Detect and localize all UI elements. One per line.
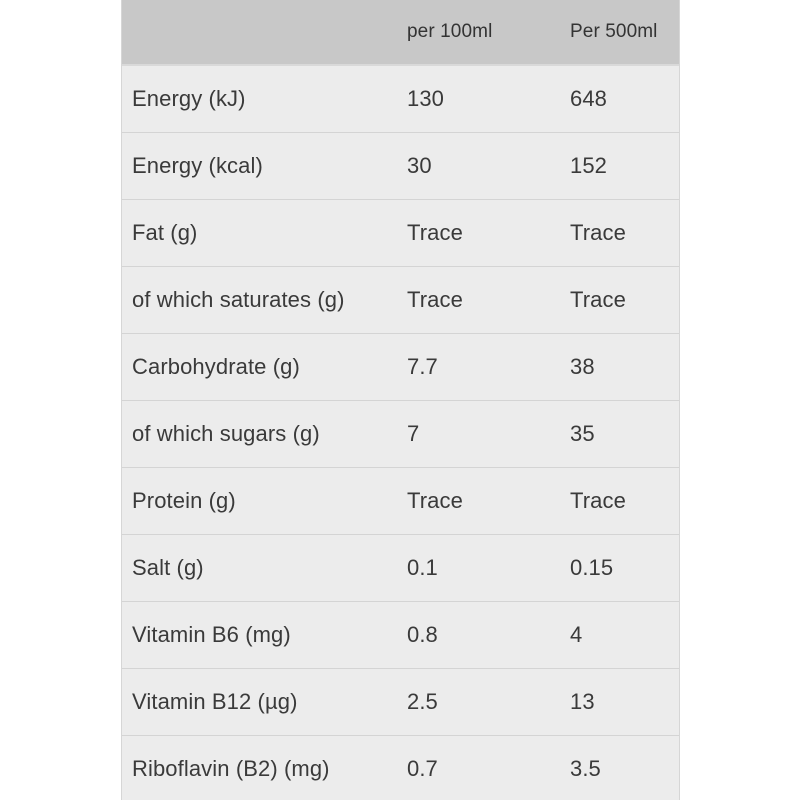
per-100ml-cell: 7.7 [407,354,438,379]
table-row: of which saturates (g) Trace Trace [122,267,679,334]
per-100ml-cell: 130 [407,86,445,111]
nutrient-name-cell: Energy (kcal) [132,153,263,178]
per-100ml-cell: 0.7 [407,756,438,781]
table-row: Energy (kcal) 30 152 [122,133,679,200]
table-row: Protein (g) Trace Trace [122,468,679,535]
per-500ml-cell: 3.5 [570,756,601,781]
per-100ml-cell: 0.1 [407,555,438,580]
nutrient-name-cell: Fat (g) [132,220,198,245]
nutrient-name-cell: of which sugars (g) [132,421,320,446]
per-500ml-cell: Trace [570,488,626,513]
header-cell-per-100ml: per 100ml [407,21,493,42]
per-500ml-cell: 152 [570,153,608,178]
nutrient-name-cell: of which saturates (g) [132,287,345,312]
nutrient-name-cell: Vitamin B6 (mg) [132,622,291,647]
table-row: Vitamin B12 (µg) 2.5 13 [122,669,679,736]
table-row: Carbohydrate (g) 7.7 38 [122,334,679,401]
nutrient-name-cell: Protein (g) [132,488,236,513]
nutrient-name-cell: Carbohydrate (g) [132,354,300,379]
per-500ml-cell: 38 [570,354,595,379]
per-500ml-cell: 648 [570,86,608,111]
table-header-row: per 100ml Per 500ml [122,0,679,66]
per-100ml-cell: Trace [407,488,463,513]
table-row: Salt (g) 0.1 0.15 [122,535,679,602]
table-row: Riboflavin (B2) (mg) 0.7 3.5 [122,736,679,800]
per-500ml-cell: Trace [570,220,626,245]
table-row: Fat (g) Trace Trace [122,200,679,267]
per-100ml-cell: 2.5 [407,689,438,714]
per-100ml-cell: Trace [407,287,463,312]
per-100ml-cell: 0.8 [407,622,438,647]
nutrient-name-cell: Vitamin B12 (µg) [132,689,298,714]
table-row: Energy (kJ) 130 648 [122,66,679,133]
per-500ml-cell: 0.15 [570,555,614,580]
per-100ml-cell: 7 [407,421,420,446]
per-100ml-cell: 30 [407,153,432,178]
per-500ml-cell: 13 [570,689,595,714]
per-100ml-cell: Trace [407,220,463,245]
table-row: Vitamin B6 (mg) 0.8 4 [122,602,679,669]
nutrient-name-cell: Salt (g) [132,555,204,580]
nutrient-name-cell: Energy (kJ) [132,86,246,111]
header-cell-per-500ml: Per 500ml [570,21,658,42]
table-row: of which sugars (g) 7 35 [122,401,679,468]
nutrition-table: per 100ml Per 500ml Energy (kJ) 130 648 … [121,0,680,800]
per-500ml-cell: 35 [570,421,595,446]
per-500ml-cell: 4 [570,622,583,647]
per-500ml-cell: Trace [570,287,626,312]
nutrient-name-cell: Riboflavin (B2) (mg) [132,756,330,781]
